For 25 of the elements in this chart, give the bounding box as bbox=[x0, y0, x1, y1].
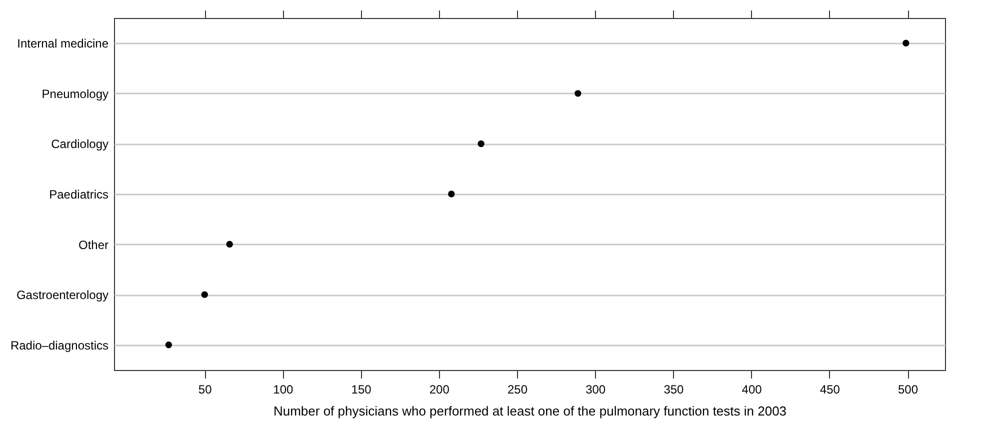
x-tick-label: 250 bbox=[507, 382, 528, 396]
x-tick-label: 500 bbox=[898, 382, 918, 396]
y-tick-label: Pneumology bbox=[42, 86, 108, 101]
y-tick-label: Radio–diagnostics bbox=[10, 338, 108, 352]
point bbox=[902, 40, 910, 46]
point bbox=[478, 140, 484, 148]
x-tick-label: 300 bbox=[586, 382, 606, 396]
point bbox=[574, 90, 582, 97]
x-tick-label: 400 bbox=[742, 382, 762, 396]
y-tick-label: Paediatrics bbox=[49, 188, 108, 202]
y-tick-label: Cardiology bbox=[51, 137, 108, 152]
y-tick-label: Internal medicine bbox=[17, 36, 109, 51]
point bbox=[226, 240, 233, 248]
y-tick-label: Gastroenterology bbox=[16, 288, 108, 302]
point bbox=[165, 342, 172, 348]
x-tick-label: 200 bbox=[429, 382, 450, 396]
x-axis-title: Number of physicians who performed at least one of the pulmonary function tests in 2003 bbox=[273, 404, 787, 418]
point bbox=[201, 291, 208, 298]
point bbox=[448, 190, 455, 198]
x-tick-label: 50 bbox=[198, 382, 212, 396]
x-tick-label: 350 bbox=[664, 382, 684, 396]
x-tick-label: 150 bbox=[351, 382, 372, 396]
y-tick-label: Other bbox=[78, 238, 108, 252]
x-tick-label: 450 bbox=[820, 382, 840, 396]
x-tick-label: 100 bbox=[273, 382, 294, 396]
